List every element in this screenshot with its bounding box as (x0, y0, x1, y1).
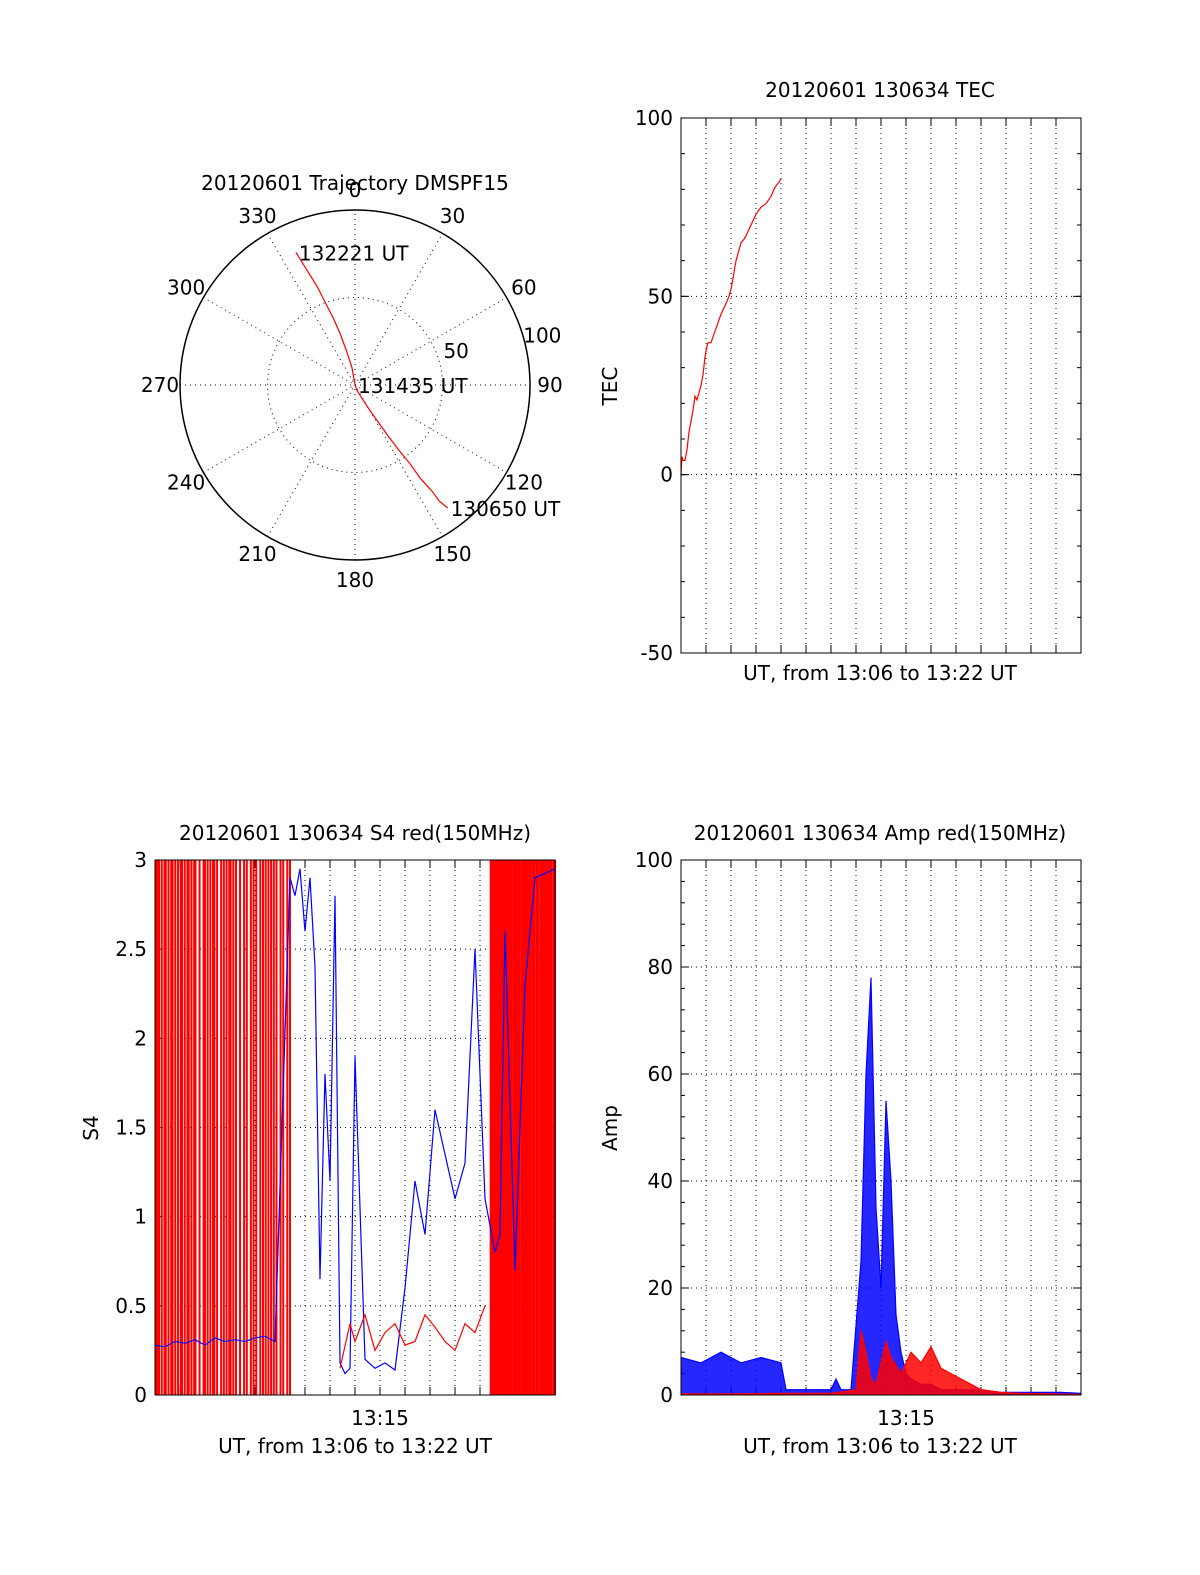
plot-frame (680, 117, 1082, 654)
polar-radial-label: 50 (443, 339, 468, 363)
y-tick-label: 0.5 (115, 1294, 147, 1318)
plot-frame (154, 859, 556, 1396)
amp-title: 20120601 130634 Amp red(150MHz) (694, 821, 1066, 845)
y-tick-label: 2 (134, 1026, 147, 1050)
polar-angle-label: 60 (511, 276, 536, 300)
y-tick-label: 60 (648, 1062, 673, 1086)
polar-angle-label: 180 (336, 568, 374, 592)
trajectory-polar-plot: 20120601 Trajectory DMSPF15 0 30 60 90 120 15… (141, 171, 563, 592)
s4-title: 20120601 130634 S4 red(150MHz) (179, 821, 531, 845)
trajectory-line (295, 251, 449, 509)
s4-y-axis-label: S4 (79, 1115, 103, 1140)
trajectory-series (295, 251, 449, 509)
y-tick-label: 2.5 (115, 937, 147, 961)
polar-angle-label: 330 (238, 204, 276, 228)
y-tick-label: 0 (660, 463, 673, 487)
amp-line-chart: 20120601 130634 Amp red(150MHz) UT, from… (598, 821, 1082, 1458)
tec-line-chart: 20120601 130634 TEC UT, from 13:06 to 13… (598, 78, 1082, 685)
polar-angle-label: 90 (537, 373, 562, 397)
y-tick-label: 40 (648, 1169, 673, 1193)
polar-radial-label: 100 (523, 324, 561, 348)
red-series-line (680, 178, 782, 475)
amp-y-axis-label: Amp (598, 1105, 622, 1151)
tec-title: 20120601 130634 TEC (765, 78, 995, 102)
trajectory-title: 20120601 Trajectory DMSPF15 (201, 171, 509, 195)
trajectory-time-label: 132221 UT (299, 241, 409, 265)
polar-angle-label: 0 (349, 178, 362, 202)
tec-x-axis-label: UT, from 13:06 to 13:22 UT (743, 661, 1018, 685)
polar-angle-label: 30 (440, 204, 465, 228)
y-tick-label: 1.5 (115, 1116, 147, 1140)
tec-y-axis-label: TEC (598, 367, 622, 407)
s4-line-chart: 20120601 130634 S4 red(150MHz) UT, from … (79, 821, 556, 1458)
trajectory-time-label: 130650 UT (451, 497, 561, 521)
s4-plot-area: 0 0.5 1 1.5 2 2.5 3 13:15 (115, 848, 556, 1430)
y-tick-label: 50 (648, 284, 673, 308)
tec-plot-area: -50 0 50 100 (635, 106, 1082, 665)
plot-frame (680, 859, 1082, 1396)
polar-angle-label: 120 (505, 471, 543, 495)
amp-x-axis-label: UT, from 13:06 to 13:22 UT (743, 1434, 1018, 1458)
polar-angle-labels: 0 30 60 90 120 150 180 210 240 270 300 330 (141, 178, 563, 592)
y-tick-label: 0 (134, 1383, 147, 1407)
red-series-fill (681, 1330, 1081, 1395)
x-tick-label: 13:15 (351, 1406, 409, 1430)
y-tick-label: -50 (640, 641, 673, 665)
y-tick-label: 80 (648, 955, 673, 979)
y-tick-label: 1 (134, 1205, 147, 1229)
x-tick-label: 13:15 (877, 1406, 935, 1430)
y-tick-label: 100 (635, 106, 673, 130)
y-tick-label: 100 (635, 848, 673, 872)
trajectory-time-label: 131435 UT (358, 374, 468, 398)
y-tick-label: 0 (660, 1383, 673, 1407)
y-tick-label: 3 (134, 848, 147, 872)
polar-inner-circle (267, 297, 443, 473)
amp-plot-area: 0 20 40 60 80 100 13:15 (635, 848, 1082, 1430)
blue-series-fill (681, 977, 1081, 1395)
s4-x-axis-label: UT, from 13:06 to 13:22 UT (218, 1434, 493, 1458)
trajectory-annotations: 132221 UT 131435 UT 130650 UT (299, 241, 561, 521)
red-series-line (339, 1305, 486, 1369)
polar-angle-label: 240 (167, 471, 205, 495)
polar-angle-label: 210 (238, 542, 276, 566)
polar-angle-label: 300 (167, 276, 205, 300)
y-tick-label: 20 (648, 1276, 673, 1300)
polar-radial-labels: 50 100 (443, 324, 561, 363)
blue-series-line (154, 868, 556, 1375)
polar-angle-label: 150 (433, 542, 471, 566)
polar-angle-label: 270 (141, 373, 179, 397)
